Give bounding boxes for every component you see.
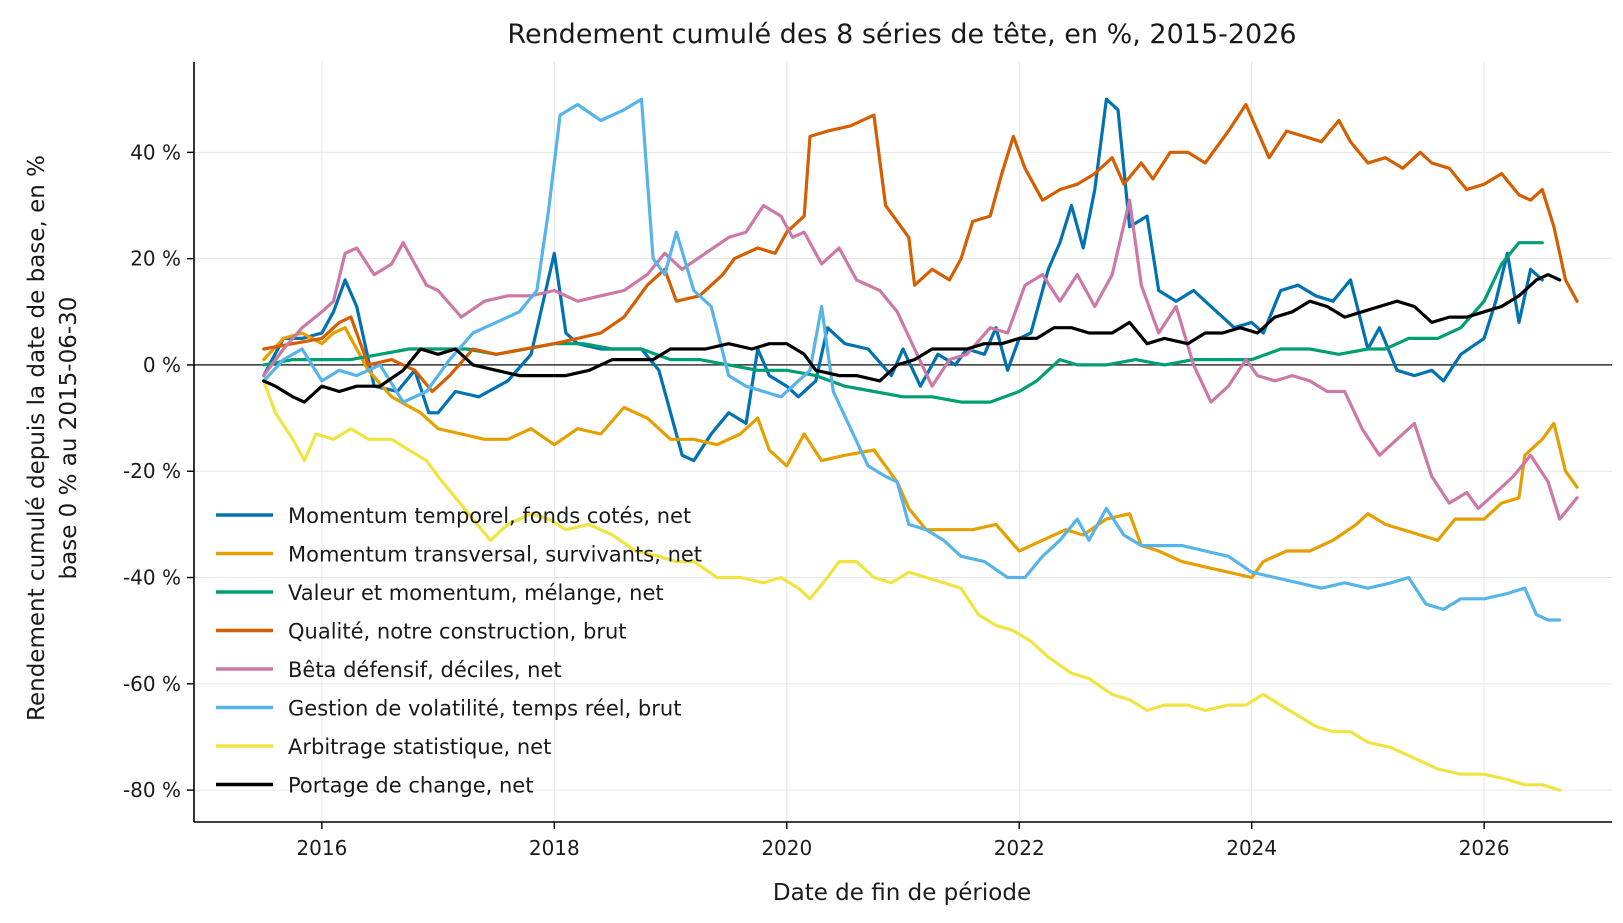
x-tick-label-0: 2016 xyxy=(296,836,347,860)
y-axis-title-line-2: base 0 % au 2015-06-30 xyxy=(56,297,82,580)
series-line-4 xyxy=(262,102,1579,394)
x-axis-title: Date de fin de période xyxy=(773,880,1031,906)
legend-label-5: Bêta défensif, déciles, net xyxy=(288,658,562,682)
y-tick-label-2: 0 % xyxy=(143,353,181,377)
series-line-6 xyxy=(262,97,1562,622)
x-tick-label-2: 2020 xyxy=(761,836,812,860)
y-tick-label-1: 20 % xyxy=(130,247,181,271)
legend-label-6: Gestion de volatilité, temps réel, brut xyxy=(288,697,681,721)
x-tick-label-3: 2022 xyxy=(994,836,1045,860)
x-axis-ticks: 2016 2018 2020 2022 2024 2026 xyxy=(296,822,1510,860)
series-line-2 xyxy=(262,326,1579,580)
y-axis-title-line-1: Rendement cumulé depuis la date de base,… xyxy=(24,155,50,721)
legend-label-2: Momentum transversal, survivants, net xyxy=(288,543,702,567)
series-line-8 xyxy=(262,273,1562,404)
legend-label-8: Portage de change, net xyxy=(288,774,533,798)
y-axis-ticks: 40 % 20 % 0 % -20 % -40 % -60 % -80 % xyxy=(123,140,194,802)
chart-title: Rendement cumulé des 8 séries de tête, e… xyxy=(507,19,1296,50)
legend-label-1: Momentum temporel, fonds cotés, net xyxy=(288,504,691,528)
axes xyxy=(193,62,1612,823)
legend-label-7: Arbitrage statistique, net xyxy=(288,735,551,759)
y-tick-label-4: -40 % xyxy=(123,566,181,590)
y-tick-label-0: 40 % xyxy=(130,140,181,164)
x-tick-label-5: 2026 xyxy=(1459,836,1510,860)
y-tick-label-5: -60 % xyxy=(123,672,181,696)
y-tick-label-6: -80 % xyxy=(123,778,181,802)
series-line-5 xyxy=(262,198,1579,521)
series-lines xyxy=(262,97,1579,792)
legend-label-4: Qualité, notre construction, brut xyxy=(288,620,627,644)
legend-label-3: Valeur et momentum, mélange, net xyxy=(288,581,664,605)
legend: Momentum temporel, fonds cotés, net Momen… xyxy=(216,504,702,798)
series-line-7 xyxy=(262,379,1562,792)
x-tick-label-1: 2018 xyxy=(529,836,580,860)
y-axis-title: Rendement cumulé depuis la date de base,… xyxy=(24,155,82,721)
y-tick-label-3: -20 % xyxy=(123,459,181,483)
x-tick-label-4: 2024 xyxy=(1226,836,1277,860)
